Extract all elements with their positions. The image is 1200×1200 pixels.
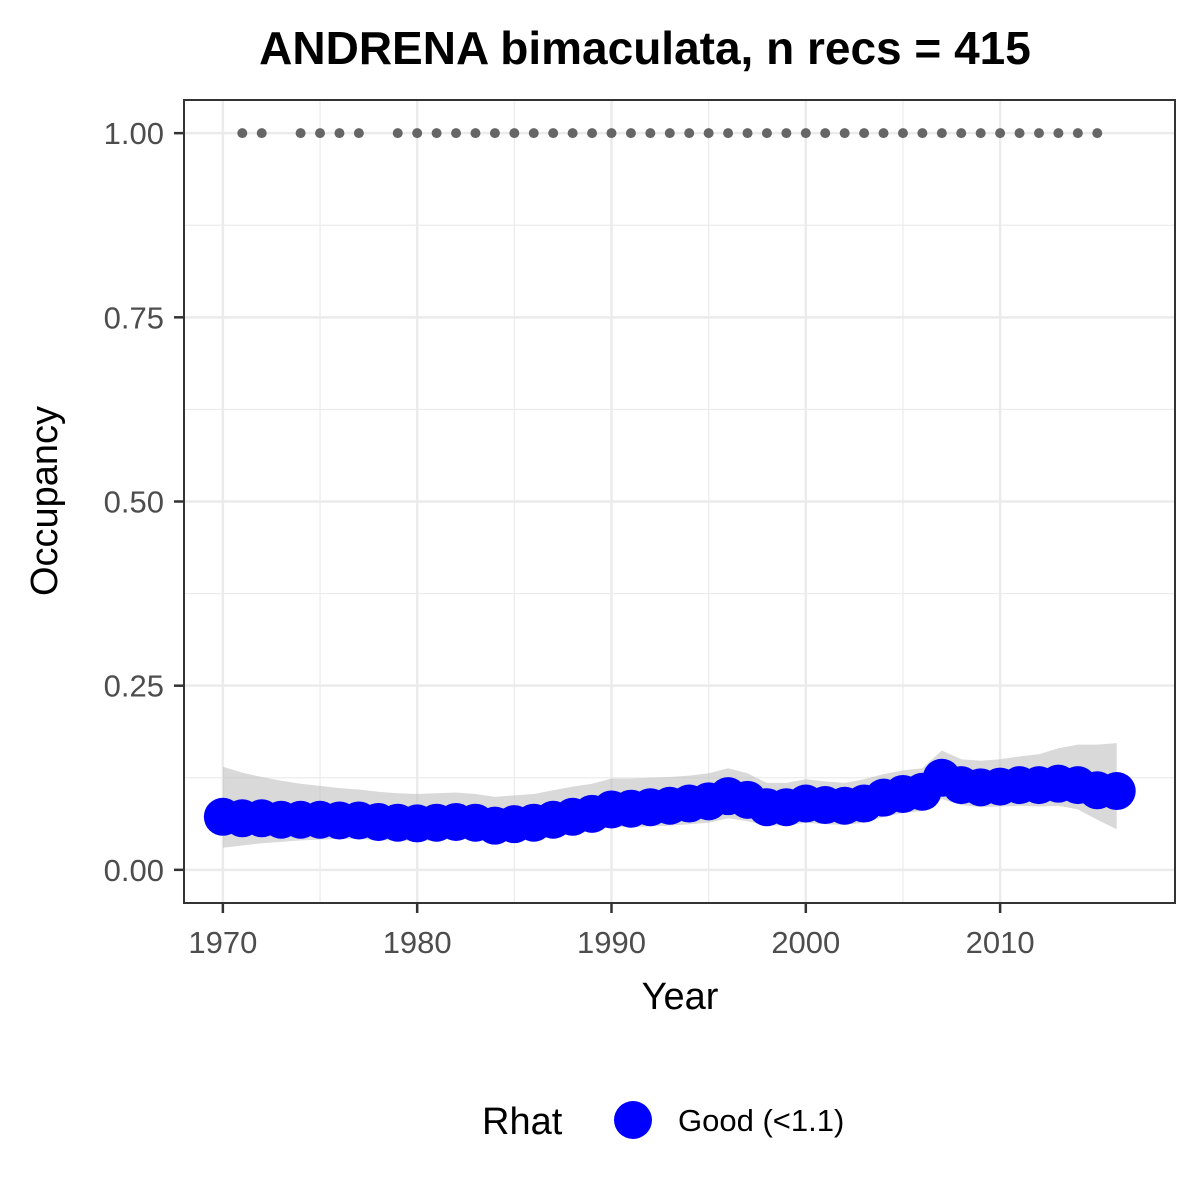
record-year-marker [509, 128, 520, 139]
x-tick-label: 2000 [771, 925, 840, 960]
y-tick-label: 0.25 [104, 669, 164, 704]
record-year-marker [451, 128, 462, 139]
record-year-marker [1033, 128, 1044, 139]
record-year-marker [392, 128, 403, 139]
record-year-marker [820, 128, 831, 139]
y-tick-label: 0.50 [104, 485, 164, 520]
grid [184, 100, 1175, 903]
y-tick-label: 1.00 [104, 116, 164, 151]
record-year-marker [315, 128, 326, 139]
record-year-marker [334, 128, 345, 139]
record-year-marker [917, 128, 928, 139]
x-axis: 1970 1980 1990 2000 2010 [188, 903, 1035, 960]
record-year-marker [470, 128, 481, 139]
record-year-marker [528, 128, 539, 139]
record-year-marker [237, 128, 248, 139]
y-tick-label: 0.00 [104, 853, 164, 888]
record-year-marker [859, 128, 870, 139]
record-year-marker [956, 128, 967, 139]
legend: Rhat Good (<1.1) [482, 1101, 844, 1143]
record-year-marker [995, 128, 1006, 139]
record-year-marker [1014, 128, 1025, 139]
record-year-marker [606, 128, 617, 139]
record-year-marker [897, 128, 908, 139]
record-year-marker [548, 128, 559, 139]
legend-key-good [614, 1101, 652, 1139]
record-year-marker [742, 128, 753, 139]
record-year-marker [1092, 128, 1103, 139]
y-tick-label: 0.75 [104, 300, 164, 335]
record-year-marker [1053, 128, 1064, 139]
y-axis-title: Occupancy [24, 406, 66, 596]
x-tick-label: 1970 [188, 925, 257, 960]
y-axis: 0.00 0.25 0.50 0.75 1.00 [104, 116, 184, 888]
record-year-marker [625, 128, 636, 139]
record-year-marker [684, 128, 695, 139]
record-year-marker [431, 128, 442, 139]
data-point [1097, 772, 1136, 811]
x-tick-label: 2010 [966, 925, 1035, 960]
record-year-marker [489, 128, 500, 139]
x-tick-label: 1980 [383, 925, 452, 960]
record-year-marker [761, 128, 772, 139]
record-year-marker [723, 128, 734, 139]
record-year-markers [237, 128, 1103, 139]
legend-title: Rhat [482, 1101, 563, 1143]
record-year-marker [800, 128, 811, 139]
x-tick-label: 1990 [577, 925, 646, 960]
legend-label-good: Good (<1.1) [678, 1103, 844, 1138]
chart-title: ANDRENA bimaculata, n recs = 415 [259, 22, 1031, 74]
record-year-marker [936, 128, 947, 139]
record-year-marker [781, 128, 792, 139]
data-points [203, 758, 1136, 845]
record-year-marker [295, 128, 306, 139]
record-year-marker [645, 128, 656, 139]
record-year-marker [587, 128, 598, 139]
record-year-marker [664, 128, 675, 139]
record-year-marker [839, 128, 850, 139]
record-year-marker [703, 128, 714, 139]
record-year-marker [975, 128, 986, 139]
record-year-marker [412, 128, 423, 139]
record-year-marker [256, 128, 267, 139]
record-year-marker [878, 128, 889, 139]
record-year-marker [353, 128, 364, 139]
record-year-marker [567, 128, 578, 139]
x-axis-title: Year [642, 976, 719, 1018]
record-year-marker [1072, 128, 1083, 139]
